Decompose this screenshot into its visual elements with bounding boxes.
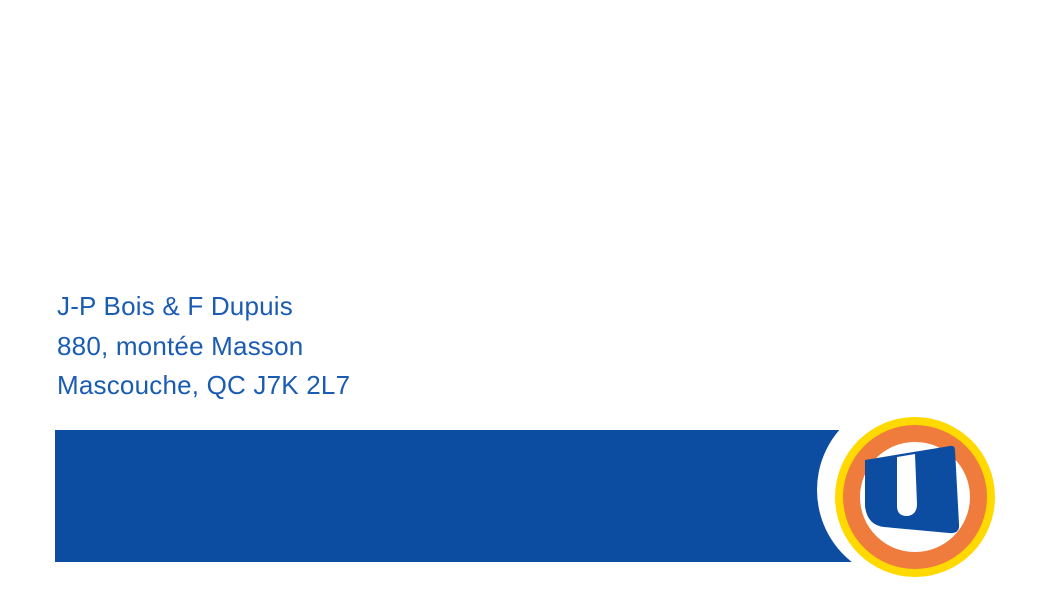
recipient-name: J-P Bois & F Dupuis: [57, 291, 293, 321]
city-province-postal: Mascouche, QC J7K 2L7: [57, 370, 351, 401]
street-address: 880, montée Masson: [57, 330, 304, 361]
recipient-address-block: J-P Bois & F Dupuis 880, montée Masson M…: [57, 287, 350, 406]
letter-u-counter-icon: [897, 454, 917, 516]
uniprix-logo-icon: [817, 398, 1001, 582]
brand-bar: [55, 430, 940, 562]
